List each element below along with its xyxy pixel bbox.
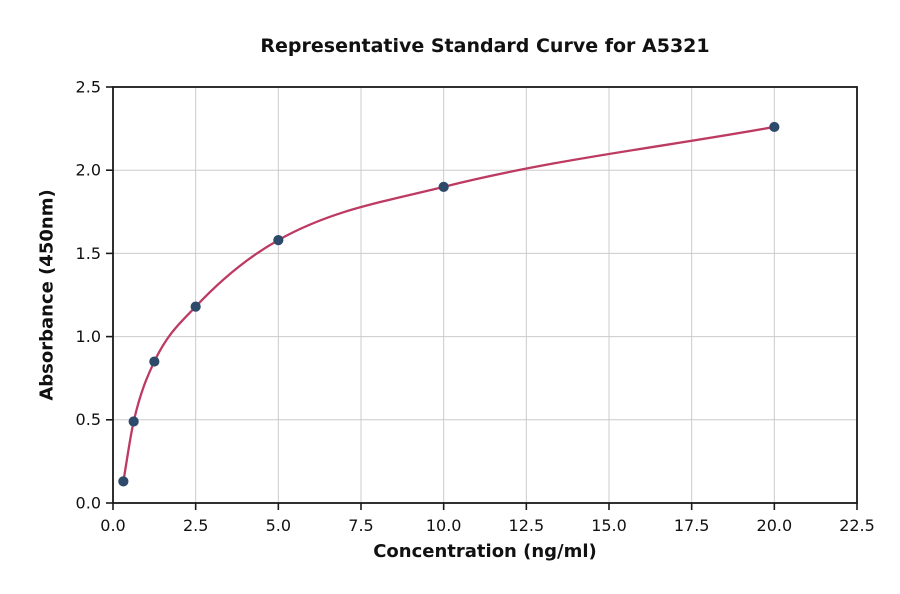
y-tick-label: 0.5	[76, 410, 101, 429]
chart-title: Representative Standard Curve for A5321	[260, 35, 710, 57]
data-point	[149, 356, 160, 367]
y-tick-label: 1.0	[76, 327, 101, 346]
x-tick-label: 17.5	[674, 516, 710, 535]
x-tick-label: 20.0	[757, 516, 793, 535]
y-tick-label: 2.5	[76, 77, 101, 96]
data-point	[769, 121, 780, 133]
x-tick-label: 5.0	[266, 516, 291, 535]
data-point	[438, 181, 449, 192]
x-tick-label: 22.5	[839, 516, 875, 535]
x-tick-label: 7.5	[348, 516, 373, 535]
data-point	[118, 476, 129, 487]
data-point	[128, 416, 139, 427]
y-tick-label: 2.0	[76, 161, 101, 180]
x-tick-label: 10.0	[426, 516, 462, 535]
data-point	[273, 234, 284, 246]
x-tick-label: 2.5	[183, 516, 208, 535]
x-tick-label: 15.0	[591, 516, 627, 535]
plot-border	[112, 86, 858, 504]
x-tick-label: 12.5	[509, 516, 545, 535]
x-tick-label: 0.0	[100, 516, 125, 535]
y-tick-label: 0.0	[76, 493, 101, 512]
y-tick-label: 1.5	[76, 244, 101, 263]
data-point	[190, 301, 201, 312]
standard-curve-line	[122, 125, 776, 483]
x-axis-label: Concentration (ng/ml)	[373, 541, 597, 562]
